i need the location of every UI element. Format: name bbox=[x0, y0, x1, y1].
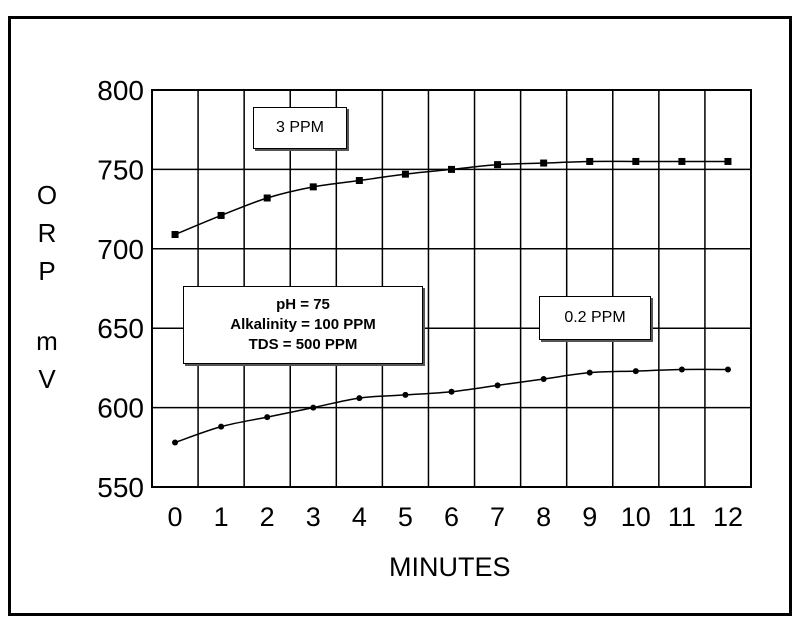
x-tick-label: 3 bbox=[306, 502, 321, 532]
data-point-0-2-ppm bbox=[724, 366, 731, 373]
y-tick-label: 800 bbox=[97, 75, 144, 106]
condition-alkalinity: Alkalinity = 100 PPM bbox=[230, 316, 376, 333]
ylabel-letter-o: O bbox=[36, 180, 58, 210]
x-tick-label: 12 bbox=[713, 502, 743, 532]
data-point-3-ppm bbox=[724, 157, 732, 165]
x-tick-label: 4 bbox=[352, 502, 367, 532]
data-point-0-2-ppm bbox=[540, 376, 547, 383]
data-point-0-2-ppm bbox=[586, 369, 593, 376]
data-point-0-2-ppm bbox=[356, 395, 363, 402]
data-point-0-2-ppm bbox=[310, 404, 317, 411]
data-point-0-2-ppm bbox=[678, 366, 685, 373]
x-tick-label: 1 bbox=[214, 502, 229, 532]
data-point-0-2-ppm bbox=[632, 368, 639, 375]
data-point-3-ppm bbox=[494, 161, 502, 169]
x-tick-label: 5 bbox=[398, 502, 413, 532]
data-point-3-ppm bbox=[263, 194, 271, 202]
ylabel-letter-m: m bbox=[36, 326, 58, 356]
x-tick-label: 7 bbox=[490, 502, 505, 532]
data-point-3-ppm bbox=[448, 165, 455, 173]
x-tick-label: 2 bbox=[260, 502, 275, 532]
data-point-3-ppm bbox=[171, 231, 179, 239]
x-tick-label: 10 bbox=[621, 502, 651, 532]
data-point-0-2-ppm bbox=[264, 414, 271, 421]
x-tick-label: 9 bbox=[582, 502, 597, 532]
ylabel-letter-v: V bbox=[38, 364, 56, 394]
x-tick-label: 0 bbox=[168, 502, 183, 532]
series-label-3ppm: 3 PPM bbox=[253, 107, 347, 149]
ylabel-letter-r: R bbox=[37, 218, 57, 248]
conditions-annotation: pH = 75 Alkalinity = 100 PPM TDS = 500 P… bbox=[183, 286, 423, 364]
x-tick-label: 6 bbox=[444, 502, 459, 532]
data-point-0-2-ppm bbox=[218, 423, 225, 430]
y-tick-label: 550 bbox=[97, 472, 144, 503]
data-point-0-2-ppm bbox=[494, 382, 501, 389]
data-point-3-ppm bbox=[678, 157, 686, 165]
data-point-3-ppm bbox=[217, 211, 225, 219]
data-point-0-2-ppm bbox=[402, 391, 409, 398]
data-point-3-ppm bbox=[632, 157, 640, 165]
y-tick-label: 600 bbox=[97, 393, 144, 424]
x-axis-title: MINUTES bbox=[389, 552, 511, 582]
y-tick-label: 650 bbox=[97, 313, 144, 344]
data-point-3-ppm bbox=[401, 170, 409, 178]
condition-tds: TDS = 500 PPM bbox=[248, 336, 358, 353]
ylabel-letter-p: P bbox=[38, 256, 56, 286]
data-point-3-ppm bbox=[540, 159, 548, 167]
data-point-3-ppm bbox=[355, 177, 363, 185]
data-point-0-2-ppm bbox=[172, 439, 179, 446]
y-tick-label: 700 bbox=[97, 234, 144, 265]
plot-border bbox=[151, 89, 752, 488]
x-tick-label: 8 bbox=[536, 502, 551, 532]
condition-ph: pH = 75 bbox=[276, 296, 330, 313]
y-tick-label: 750 bbox=[97, 154, 144, 185]
series-label-0-2ppm: 0.2 PPM bbox=[539, 296, 651, 340]
x-tick-label: 11 bbox=[668, 502, 696, 532]
data-point-3-ppm bbox=[586, 157, 594, 165]
data-point-3-ppm bbox=[309, 183, 317, 191]
data-point-0-2-ppm bbox=[448, 388, 455, 395]
